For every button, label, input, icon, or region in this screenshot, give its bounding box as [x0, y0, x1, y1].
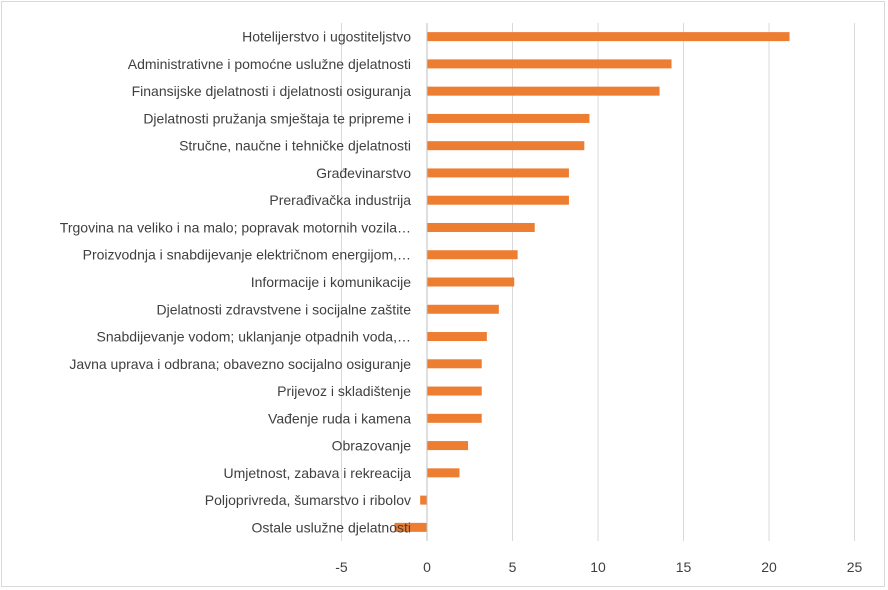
bar-15 [427, 413, 482, 423]
bar-7 [427, 195, 569, 205]
bar-2 [427, 59, 672, 69]
x-tick-label-6: 20 [761, 559, 777, 575]
category-label-3: Finansijske djelatnosti i djelatnosti os… [132, 83, 412, 99]
bar-1 [427, 32, 790, 42]
category-label-8: Trgovina na veliko i na malo; popravak m… [60, 219, 411, 235]
bar-5 [427, 141, 585, 151]
x-tick-labels: -5 0 5 10 15 20 25 [335, 559, 862, 575]
x-tick-label-5: 15 [676, 559, 692, 575]
x-tick-label-7: 25 [847, 559, 863, 575]
x-tick-label-3: 5 [509, 559, 517, 575]
category-label-12: Snabdijevanje vodom; uklanjanje otpadnih… [97, 329, 411, 345]
category-label-11: Djelatnosti zdravstvene i socijalne zašt… [157, 301, 412, 317]
bar-10 [427, 277, 515, 287]
category-label-5: Stručne, naučne i tehničke djelatnosti [179, 138, 411, 154]
category-label-9: Proizvodnja i snabdijevanje električnom … [83, 247, 411, 263]
x-tick-label-4: 10 [590, 559, 606, 575]
category-label-18: Poljoprivreda, šumarstvo i ribolov [205, 492, 411, 508]
bar-17 [427, 468, 460, 478]
category-label-10: Informacije i komunikacije [251, 274, 411, 290]
x-tick-label-2: 0 [423, 559, 431, 575]
category-label-4: Djelatnosti pružanja smještaja te pripre… [143, 110, 411, 126]
bar-6 [427, 168, 569, 178]
category-label-7: Prerađivačka industrija [269, 192, 411, 208]
category-label-6: Građevinarstvo [316, 165, 411, 181]
category-label-13: Javna uprava i odbrana; obavezno socijal… [69, 356, 411, 372]
bar-14 [427, 386, 482, 396]
bar-18 [420, 495, 427, 505]
bar-13 [427, 359, 482, 369]
bar-8 [427, 222, 535, 232]
bar-11 [427, 304, 499, 314]
bar-19 [394, 522, 427, 532]
bar-9 [427, 250, 518, 260]
x-tick-label-1: -5 [335, 559, 348, 575]
category-labels: Hotelijerstvo i ugostiteljstvo Administra… [60, 29, 411, 536]
category-label-1: Hotelijerstvo i ugostiteljstvo [242, 29, 411, 45]
category-label-15: Vađenje ruda i kamena [268, 410, 411, 426]
category-label-17: Umjetnost, zabava i rekreacija [223, 465, 411, 481]
category-label-16: Obrazovanje [332, 438, 412, 454]
category-label-19: Ostale uslužne djelatnosti [251, 519, 411, 535]
category-label-2: Administrativne i pomoćne uslužne djelat… [128, 56, 411, 72]
bar-12 [427, 332, 487, 342]
category-label-14: Prijevoz i skladištenje [277, 383, 411, 399]
bar-16 [427, 441, 469, 451]
gridlines [341, 23, 855, 541]
bar-3 [427, 86, 660, 96]
bar-4 [427, 113, 590, 123]
bars [394, 32, 790, 532]
